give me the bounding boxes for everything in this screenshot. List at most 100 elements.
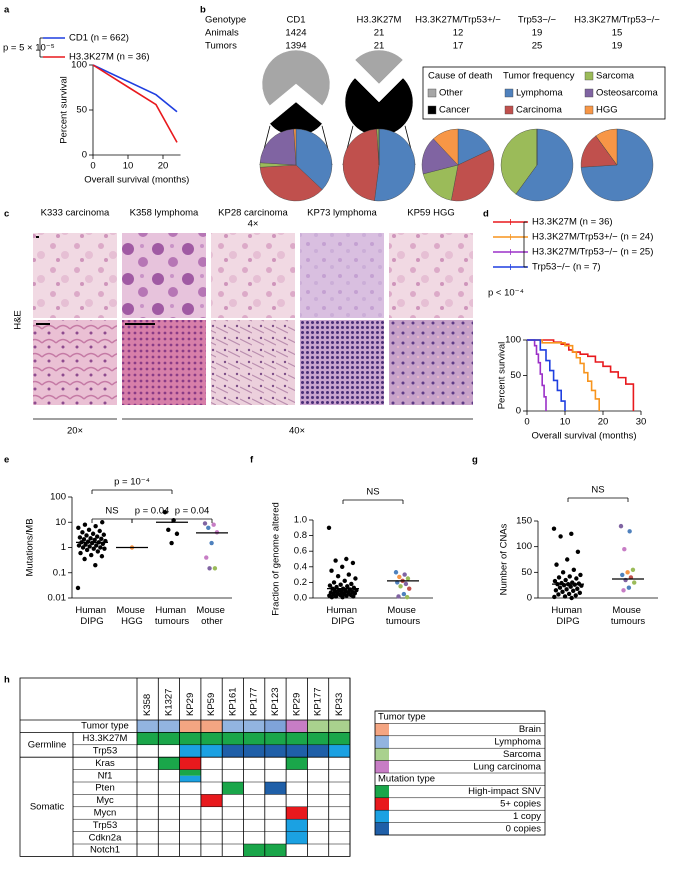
histology-title: K358 lymphoma (130, 208, 199, 219)
data-point (78, 551, 82, 555)
cell (222, 720, 243, 732)
cell (286, 745, 307, 757)
data-point (100, 520, 104, 524)
legend-swatch (375, 810, 389, 822)
data-point (575, 587, 579, 591)
data-point (211, 522, 215, 526)
data-point (351, 561, 355, 565)
category-label-line: other (201, 616, 223, 627)
cell (265, 745, 286, 757)
y-tick-label: 0 (527, 593, 532, 604)
group-label: Germline (28, 739, 67, 750)
table-row-label: Animals (205, 28, 239, 39)
data-point (347, 572, 351, 576)
data-point (578, 591, 582, 595)
legend-label: Osteosarcoma (596, 88, 658, 99)
cell (244, 844, 265, 856)
cell (137, 732, 158, 744)
category-label-line: Human (326, 605, 359, 616)
data-point (351, 594, 355, 598)
category-label-line: tumours (386, 616, 421, 627)
data-point (80, 530, 84, 534)
data-point (93, 563, 97, 567)
legend-swatch (375, 823, 389, 835)
panel-letter: a (4, 5, 10, 16)
legend-swatch (375, 748, 389, 760)
legend-label: H3.3K27M/Trp53−/− (n = 25) (532, 247, 653, 258)
table-cell: 12 (453, 28, 464, 39)
cell (201, 720, 222, 732)
table-cell: 25 (532, 41, 543, 52)
data-point (567, 592, 571, 596)
y-tick-label: 50 (521, 567, 532, 578)
histology-image (122, 320, 206, 405)
data-point (576, 550, 580, 554)
category-label-line: DIPG (80, 616, 103, 627)
comparison-label: NS (366, 487, 379, 498)
panel-letter: e (4, 455, 9, 466)
data-point (83, 522, 87, 526)
legend-swatch (375, 723, 389, 735)
data-point (631, 568, 635, 572)
histology-image (122, 233, 206, 318)
cell (307, 720, 328, 732)
histology-panel: K333 carcinoma K358 lymphoma KP28 carcin… (13, 208, 474, 437)
group-label: Somatic (30, 801, 65, 812)
data-point (349, 582, 353, 586)
x-tick-label: 20 (158, 161, 169, 172)
comparison-label: NS (591, 485, 604, 496)
row-label: Trp53 (93, 746, 117, 757)
y-axis-label: Percent survival (497, 342, 508, 410)
data-point (620, 573, 624, 577)
x-tick-label: 0 (524, 417, 529, 428)
data-point (558, 586, 562, 590)
category-label-line: HGG (121, 616, 143, 627)
data-point (93, 524, 97, 528)
data-point (327, 526, 331, 530)
comparison-label: p = 0.04 (175, 506, 210, 517)
y-tick-label: 0.1 (53, 567, 66, 578)
data-point (563, 594, 567, 598)
data-point (568, 574, 572, 578)
y-tick-label: 0.0 (294, 593, 307, 604)
pie-slice (260, 129, 296, 165)
category-label: Mouse tumours (386, 605, 421, 627)
histology-image (389, 320, 473, 405)
data-point (398, 584, 402, 588)
histology-image (33, 320, 117, 405)
legend-label: Lymphoma (516, 88, 563, 99)
data-point (175, 532, 179, 536)
row-label: Notch1 (90, 845, 120, 856)
data-point (102, 546, 106, 550)
legend-swatch (375, 785, 389, 797)
legend-swatch (505, 106, 513, 114)
data-point (340, 565, 344, 569)
data-point (554, 562, 558, 566)
cell (329, 732, 350, 744)
legend-title: Tumor frequency (503, 71, 575, 82)
comparison-label: p = 0.04 (135, 506, 170, 517)
cell (180, 757, 201, 769)
legend-label: Sarcoma (503, 749, 542, 760)
y-tick-label: 50 (76, 105, 87, 116)
column-label: KP29 (291, 693, 302, 716)
legend-label: 0 copies (506, 823, 542, 834)
row-label: Cdkn2a (89, 832, 122, 843)
data-point (552, 595, 556, 599)
x-tick-label: 10 (123, 161, 134, 172)
cell (286, 720, 307, 732)
category-label: Mouse tumours (611, 605, 646, 627)
data-point (405, 595, 409, 599)
row-label: Tumor type (81, 721, 129, 732)
table-row-label: Tumors (205, 41, 237, 52)
pie-slice (355, 50, 403, 84)
data-point (344, 593, 348, 597)
category-label-line: Mouse (196, 605, 227, 616)
x-tick-label: 20 (598, 417, 609, 428)
column-label: KP177 (249, 687, 260, 716)
data-point (87, 528, 91, 532)
table-cell: CD1 (286, 15, 305, 26)
panel-letter: f (250, 455, 254, 466)
data-point (343, 579, 347, 583)
